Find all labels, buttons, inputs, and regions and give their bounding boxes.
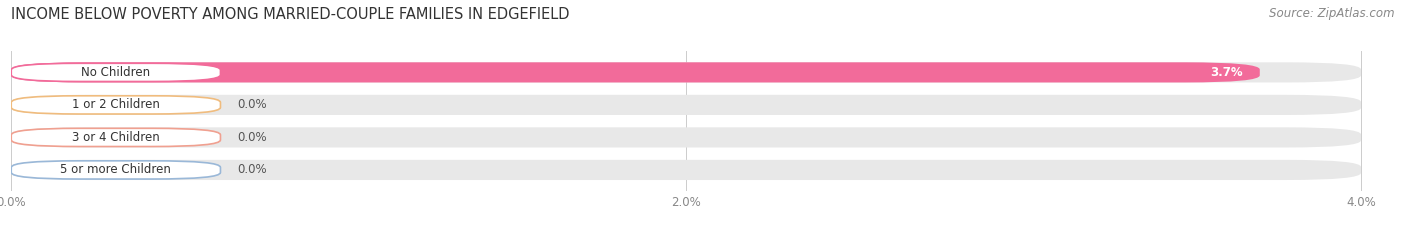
Text: 0.0%: 0.0%: [238, 163, 267, 176]
Text: INCOME BELOW POVERTY AMONG MARRIED-COUPLE FAMILIES IN EDGEFIELD: INCOME BELOW POVERTY AMONG MARRIED-COUPL…: [11, 7, 569, 22]
Text: 5 or more Children: 5 or more Children: [60, 163, 172, 176]
Text: 0.0%: 0.0%: [238, 131, 267, 144]
FancyBboxPatch shape: [11, 62, 1361, 82]
FancyBboxPatch shape: [11, 127, 1361, 147]
FancyBboxPatch shape: [11, 95, 1361, 115]
FancyBboxPatch shape: [11, 160, 1361, 180]
FancyBboxPatch shape: [11, 96, 221, 114]
Text: Source: ZipAtlas.com: Source: ZipAtlas.com: [1270, 7, 1395, 20]
FancyBboxPatch shape: [11, 161, 221, 179]
Text: 1 or 2 Children: 1 or 2 Children: [72, 98, 160, 111]
Text: 3.7%: 3.7%: [1211, 66, 1243, 79]
Text: 3 or 4 Children: 3 or 4 Children: [72, 131, 160, 144]
FancyBboxPatch shape: [11, 63, 221, 82]
FancyBboxPatch shape: [11, 128, 221, 147]
FancyBboxPatch shape: [11, 62, 1260, 82]
Text: No Children: No Children: [82, 66, 150, 79]
Text: 0.0%: 0.0%: [238, 98, 267, 111]
